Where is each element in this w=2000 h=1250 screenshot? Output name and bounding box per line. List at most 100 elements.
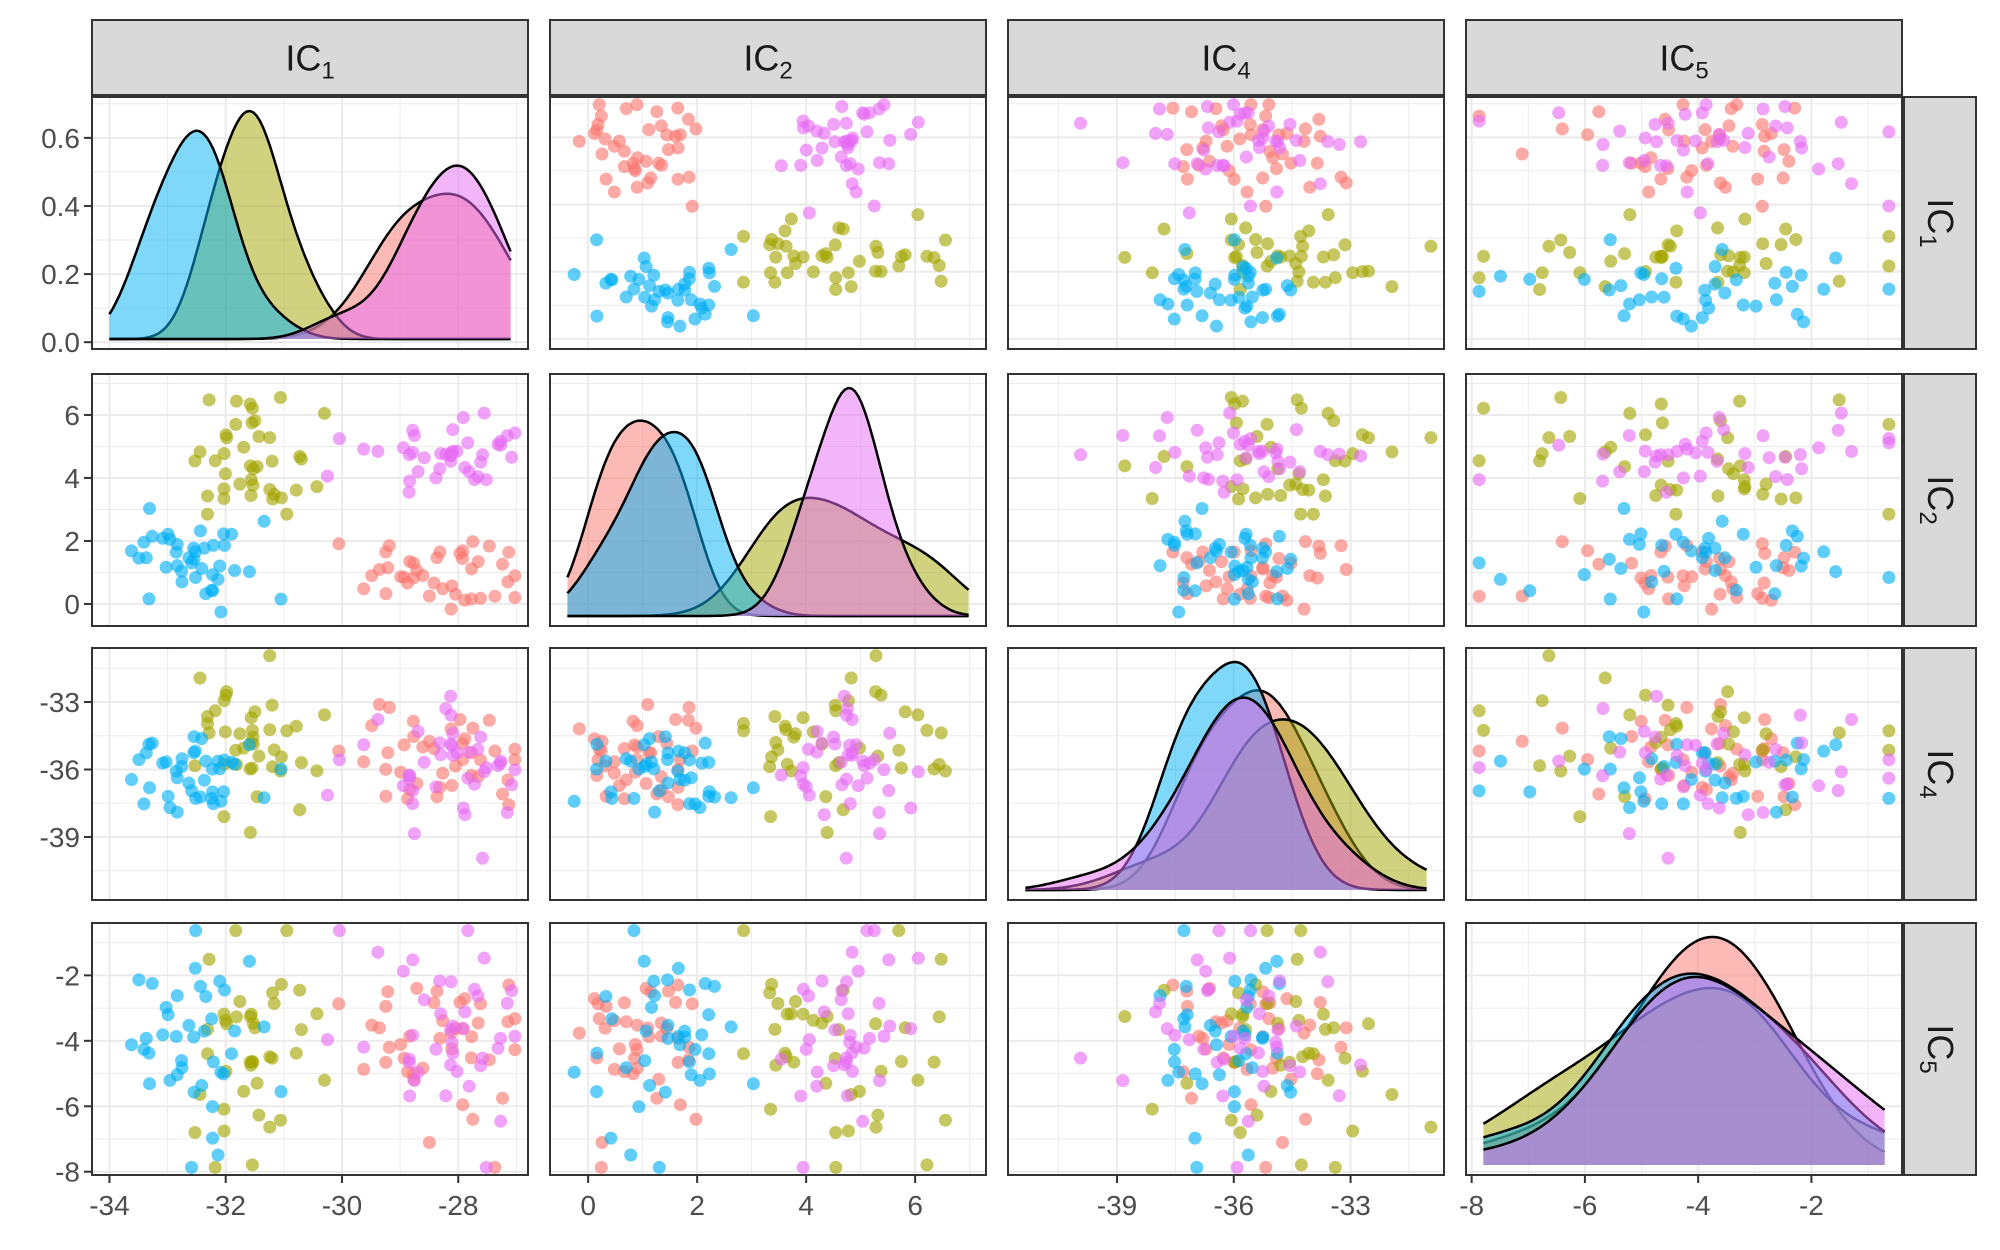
- scatter-point: [1738, 141, 1752, 154]
- scatter-point: [1180, 143, 1194, 157]
- scatter-point: [1654, 249, 1668, 263]
- scatter-point: [857, 107, 871, 121]
- scatter-point: [702, 755, 716, 769]
- scatter-point: [1708, 773, 1722, 787]
- scatter-point: [1648, 117, 1662, 131]
- scatter-point: [321, 1033, 334, 1047]
- scatter-point: [1289, 995, 1303, 1008]
- scatter-point: [702, 266, 716, 280]
- scatter-point: [1188, 584, 1202, 598]
- scatter-point: [245, 416, 259, 430]
- scatter-point: [724, 243, 738, 256]
- scatter-point: [1882, 791, 1896, 805]
- scatter-point: [1645, 290, 1659, 304]
- scatter-point: [669, 713, 683, 726]
- scatter-point: [1829, 738, 1843, 752]
- scatter-point: [1338, 1051, 1352, 1065]
- scatter-point: [594, 1160, 608, 1174]
- scatter-point: [1705, 722, 1719, 736]
- scatter-point: [1756, 237, 1770, 251]
- scatter-point: [406, 953, 420, 967]
- scatter-point: [1230, 473, 1244, 487]
- scatter-point: [617, 792, 631, 806]
- scatter-point: [1882, 753, 1896, 767]
- scatter-point: [137, 797, 151, 811]
- scatter-point: [1224, 1007, 1238, 1021]
- scatter-point: [1272, 307, 1286, 321]
- scatter-point: [863, 1031, 876, 1045]
- scatter-point: [379, 789, 393, 803]
- scatter-point: [1717, 726, 1731, 740]
- scatter-point: [371, 444, 385, 458]
- scatter-point: [1182, 1033, 1196, 1047]
- scatter-point: [1494, 269, 1507, 283]
- scatter-point: [911, 951, 925, 965]
- scatter-point: [689, 721, 703, 735]
- scatter-point: [911, 1073, 925, 1087]
- scatter-point: [689, 1112, 703, 1126]
- scatter-point: [206, 584, 220, 598]
- scatter-point: [394, 570, 408, 584]
- scatter-point: [877, 763, 891, 777]
- scatter-point: [379, 762, 393, 776]
- scatter-point: [1661, 698, 1675, 712]
- scatter-point: [1472, 589, 1486, 603]
- scatter-point: [500, 996, 514, 1010]
- column-strip-ic2: [549, 19, 987, 96]
- scatter-point: [274, 977, 288, 991]
- scatter-point: [1741, 808, 1755, 822]
- scatter-point: [1812, 779, 1826, 793]
- scatter-point: [211, 1148, 225, 1162]
- scatter-point: [1327, 414, 1341, 428]
- scatter-point: [357, 582, 371, 596]
- scatter-point: [199, 754, 213, 768]
- scatter-point: [1257, 1079, 1271, 1093]
- scatter-point: [458, 1005, 472, 1019]
- scatter-point: [695, 1028, 709, 1042]
- y-tick-label: 0.6: [41, 123, 80, 154]
- scatter-point: [321, 788, 334, 802]
- scatter-point: [1741, 461, 1755, 474]
- scatter-point: [648, 989, 662, 1003]
- x-tick-label: -36: [1214, 1190, 1254, 1221]
- scatter-point: [263, 723, 277, 737]
- scatter-point: [769, 250, 783, 264]
- scatter-point: [161, 1008, 175, 1022]
- scatter-point: [1477, 723, 1490, 737]
- scatter-point: [458, 461, 472, 474]
- scatter-point: [604, 1131, 618, 1145]
- scatter-point: [1294, 1158, 1308, 1172]
- scatter-point: [1831, 784, 1845, 798]
- y-tick-label: -4: [55, 1026, 80, 1057]
- scatter-point: [1632, 293, 1646, 307]
- scatter-point: [1203, 563, 1216, 577]
- scatter-point: [1577, 272, 1591, 286]
- scatter-point: [1829, 565, 1843, 579]
- scatter-point: [1217, 485, 1231, 499]
- density-area-group-4: [1483, 977, 1885, 1165]
- scatter-point: [1614, 732, 1628, 746]
- scatter-point: [815, 1016, 829, 1030]
- scatter-point: [1756, 429, 1770, 443]
- scatter-point: [652, 1072, 666, 1086]
- scatter-point: [189, 924, 203, 938]
- scatter-point: [644, 171, 658, 185]
- scatter-point: [1298, 535, 1312, 549]
- scatter-point: [1776, 171, 1790, 185]
- scatter-point: [1272, 552, 1286, 565]
- density-line-group-4: [1483, 975, 1886, 1151]
- scatter-point: [294, 756, 308, 770]
- scatter-point: [628, 1051, 641, 1065]
- scatter-point: [688, 797, 702, 811]
- scatter-point: [1777, 143, 1791, 157]
- scatter-point: [678, 773, 692, 787]
- scatter-point: [1793, 448, 1807, 462]
- scatter-point: [218, 538, 231, 552]
- scatter-point: [643, 279, 657, 293]
- scatter-point: [1167, 312, 1181, 326]
- scatter-point: [688, 1042, 702, 1056]
- y-tick-label: -39: [40, 822, 80, 853]
- scatter-point: [840, 702, 854, 715]
- scatter-point: [737, 229, 751, 243]
- scatter-point: [1642, 185, 1656, 199]
